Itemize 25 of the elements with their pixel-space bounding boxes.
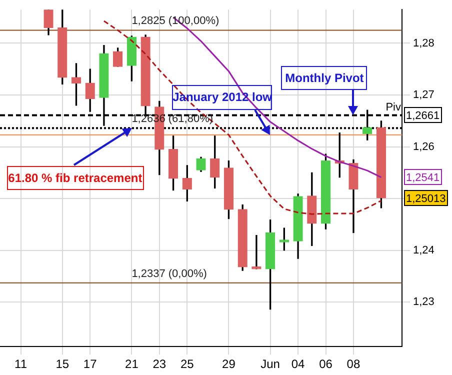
x-tick-label: 08 bbox=[346, 357, 360, 372]
text: 1,25013 bbox=[404, 190, 448, 206]
annotation: 61.80 % fib retracement bbox=[6, 166, 144, 190]
text: 1,2541 bbox=[404, 169, 442, 186]
x-tick-label: 06 bbox=[319, 357, 333, 372]
x-tick-label: 21 bbox=[125, 357, 139, 372]
x-tick-label: 11 bbox=[14, 357, 28, 372]
y-tick-label: 1,28 bbox=[413, 37, 434, 50]
x-tick-label: Jun bbox=[260, 357, 280, 372]
annotation: January 2012 low bbox=[172, 84, 272, 110]
y-tick-label: 1,27 bbox=[413, 89, 434, 102]
x-tick-label: 17 bbox=[83, 357, 98, 372]
candlestick bbox=[252, 234, 262, 270]
x-tick-label: 29 bbox=[222, 357, 236, 372]
text: 1,2661 bbox=[404, 107, 442, 124]
annotation: 1,2337 (0,00%) bbox=[132, 268, 207, 281]
x-tick-label: 25 bbox=[180, 357, 194, 372]
y-tick-label: 1,26 bbox=[413, 140, 434, 153]
ref-line-label: Piv bbox=[386, 102, 402, 114]
x-tick-label: 04 bbox=[291, 357, 306, 372]
x-tick-label: 23 bbox=[152, 357, 166, 372]
y-tick-label: 1,23 bbox=[413, 296, 434, 308]
annotation: Monthly Pivot bbox=[281, 66, 368, 90]
x-tick-label: 15 bbox=[56, 357, 70, 372]
y-tick-label: 1,24 bbox=[413, 244, 434, 256]
